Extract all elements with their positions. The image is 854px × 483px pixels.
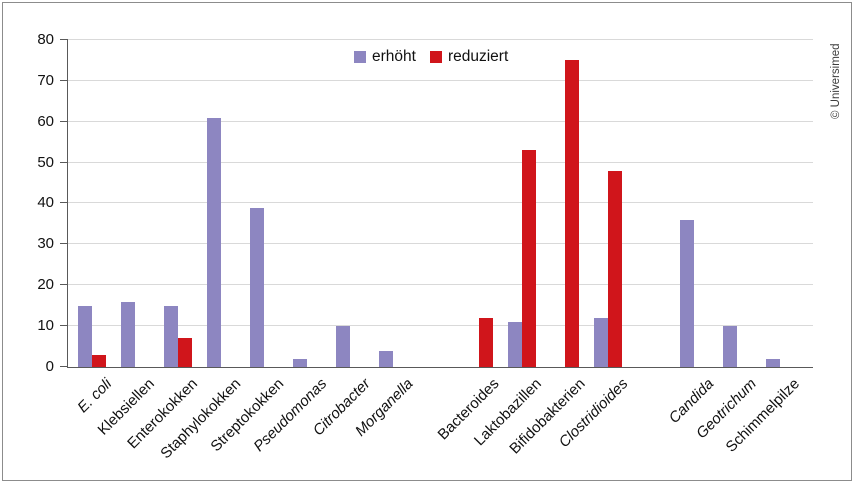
bar-erhöht-Citrobacter [336, 326, 350, 367]
bar-reduziert-Bifidobakterien [565, 60, 579, 367]
gridline-30 [68, 243, 813, 244]
y-axis-label-50: 50 [37, 154, 54, 171]
watermark-credit: © Universimed [830, 43, 842, 119]
legend-label-erhoeht: erhöht [372, 48, 416, 65]
y-tick-20 [60, 284, 68, 285]
legend-item-reduziert: reduziert [429, 48, 509, 66]
legend-label-reduziert: reduziert [447, 48, 509, 65]
bar-reduziert-Bacteroides [479, 318, 493, 367]
bar-erhöht-Staphylokokken [207, 118, 221, 367]
bar-erhöht-Morganella [379, 351, 393, 367]
gridline-60 [68, 121, 813, 122]
y-axis-label-10: 10 [37, 317, 54, 334]
bar-erhöht-Candida [680, 220, 694, 367]
bar-reduziert-Enterokokken [178, 338, 192, 367]
legend: erhöht reduziert [354, 48, 508, 66]
bar-erhöht-Enterokokken [164, 306, 178, 367]
gridline-50 [68, 162, 813, 163]
bar-reduziert-E. coli [92, 355, 106, 367]
gridline-40 [68, 202, 813, 203]
gridline-20 [68, 284, 813, 285]
y-tick-80 [60, 39, 68, 40]
gridline-80 [68, 39, 813, 40]
y-axis-label-30: 30 [37, 235, 54, 252]
bar-erhöht-Streptokokken [250, 208, 264, 367]
y-tick-30 [60, 243, 68, 244]
y-axis-label-70: 70 [37, 72, 54, 89]
y-tick-40 [60, 202, 68, 203]
y-tick-60 [60, 121, 68, 122]
bar-erhöht-Clostridioides [594, 318, 608, 367]
bar-erhöht-Pseudomonas [293, 359, 307, 367]
y-tick-50 [60, 162, 68, 163]
bar-reduziert-Laktobazillen [522, 150, 536, 367]
y-tick-10 [60, 325, 68, 326]
y-tick-70 [60, 80, 68, 81]
bar-reduziert-Clostridioides [608, 171, 622, 367]
bar-erhöht-E. coli [78, 306, 92, 367]
bar-erhöht-Laktobazillen [508, 322, 522, 367]
gridline-70 [68, 80, 813, 81]
gridline-10 [68, 325, 813, 326]
legend-swatch-reduziert [429, 51, 442, 63]
bar-erhöht-Klebsiellen [121, 302, 135, 367]
legend-item-erhoeht: erhöht [354, 48, 416, 66]
y-tick-0 [60, 366, 68, 367]
plot-area: 0 10 20 30 40 50 60 70 80 E. coli Klebsiellen Enter… [37, 31, 813, 462]
bar-erhöht-Schimmelpilze [766, 359, 780, 367]
legend-swatch-erhoeht [354, 51, 366, 63]
y-axis-label-20: 20 [37, 276, 54, 293]
y-axis-label-60: 60 [37, 113, 54, 130]
y-axis-label-0: 0 [45, 358, 54, 375]
bar-erhöht-Geotrichum [723, 326, 737, 367]
y-axis-label-40: 40 [37, 194, 54, 211]
y-axis-label-80: 80 [37, 31, 54, 48]
